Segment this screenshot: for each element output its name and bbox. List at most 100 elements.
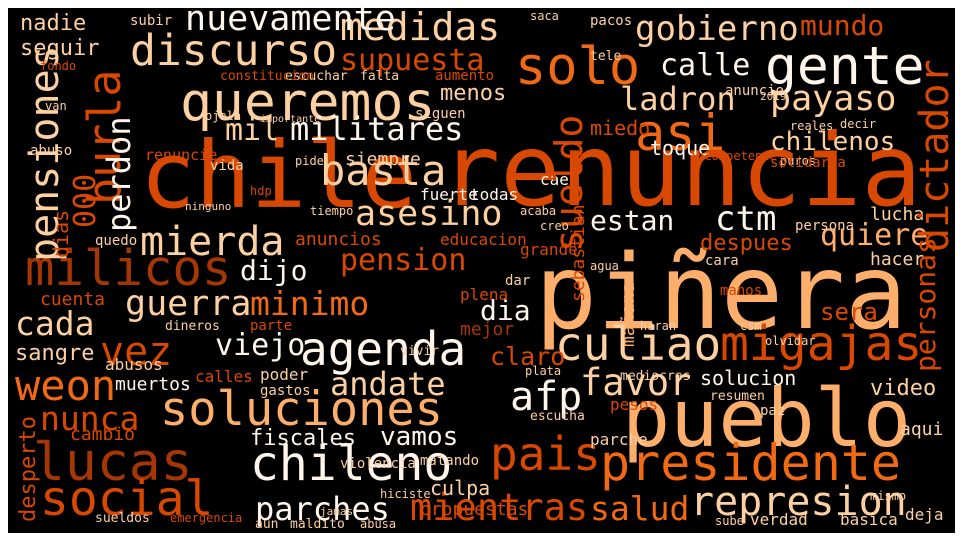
word: ninguno bbox=[185, 200, 231, 213]
word: queremos bbox=[180, 72, 435, 133]
word: abusa bbox=[360, 517, 396, 531]
word: tiempo bbox=[310, 204, 353, 218]
word: persona bbox=[795, 218, 854, 234]
word: parches bbox=[255, 490, 390, 528]
word: renuncie bbox=[145, 146, 217, 164]
background bbox=[8, 8, 955, 533]
word: nadie bbox=[20, 11, 86, 36]
word: aqui bbox=[900, 419, 943, 440]
word: nunca bbox=[40, 399, 139, 438]
word: andate bbox=[330, 365, 446, 403]
word: milicos bbox=[25, 240, 232, 297]
word: van bbox=[45, 99, 67, 113]
word: pesos bbox=[610, 395, 658, 414]
word: medidas bbox=[340, 5, 500, 49]
word: paz bbox=[760, 403, 785, 419]
word: dijo bbox=[240, 254, 307, 287]
word: seguir bbox=[20, 36, 99, 61]
word: militares bbox=[290, 110, 463, 148]
word: piñera bbox=[535, 233, 907, 353]
word: perdon bbox=[100, 116, 138, 232]
word: abusos bbox=[105, 355, 163, 374]
word: solidaria bbox=[770, 155, 846, 171]
word: culiao bbox=[555, 317, 721, 371]
word: vamos bbox=[380, 422, 458, 452]
word: pacos bbox=[590, 13, 632, 29]
word: migajas bbox=[720, 316, 922, 372]
word: pensiones bbox=[22, 45, 68, 262]
word: mañana bbox=[618, 282, 639, 347]
word: aumento bbox=[435, 68, 494, 84]
word: dia bbox=[480, 294, 531, 327]
word: vivir bbox=[400, 344, 439, 359]
word: asi bbox=[635, 104, 725, 162]
word: social bbox=[40, 471, 213, 527]
word: escuchar bbox=[285, 69, 348, 84]
word: matando bbox=[420, 453, 479, 469]
word: menos bbox=[440, 81, 506, 106]
word: mundo bbox=[800, 9, 884, 42]
word: desperto bbox=[16, 416, 41, 522]
word: dias bbox=[49, 210, 73, 258]
word: quedo bbox=[95, 233, 137, 249]
word: toque bbox=[650, 136, 710, 160]
word: gastos bbox=[260, 383, 311, 399]
word: gente bbox=[765, 36, 925, 97]
word: asesino bbox=[355, 194, 503, 234]
word: video bbox=[870, 376, 936, 401]
word: quiere bbox=[820, 218, 928, 253]
word: fondo bbox=[40, 59, 76, 73]
word: hdp bbox=[250, 184, 272, 198]
word: falta bbox=[360, 69, 399, 84]
word: mismo bbox=[870, 489, 906, 503]
word: guerra bbox=[125, 284, 251, 324]
word: jamas bbox=[320, 505, 353, 518]
word: burla bbox=[78, 70, 131, 205]
word: culpa bbox=[430, 476, 490, 500]
word: nuevamente bbox=[185, 0, 396, 39]
word: sera bbox=[820, 298, 878, 326]
word: basica bbox=[840, 510, 898, 529]
word: ladron bbox=[620, 80, 736, 118]
word: sueldos bbox=[95, 511, 150, 526]
word: miedo bbox=[590, 116, 650, 140]
word: personas bbox=[909, 237, 942, 372]
word: discurso bbox=[130, 26, 337, 76]
word: basta bbox=[320, 146, 446, 195]
word: propuestas bbox=[420, 499, 528, 520]
word: mejor bbox=[460, 319, 514, 340]
word: mil bbox=[225, 113, 279, 148]
word: siguen bbox=[415, 106, 466, 122]
word: mientras bbox=[410, 486, 588, 529]
word: favor bbox=[580, 361, 691, 404]
word: dineros bbox=[165, 319, 220, 334]
word: lucha bbox=[870, 204, 924, 225]
word: solo bbox=[515, 37, 640, 97]
word: cara bbox=[705, 253, 739, 269]
word: sueldo bbox=[547, 115, 591, 252]
word: emergencia bbox=[170, 511, 242, 525]
word: saca bbox=[530, 9, 559, 23]
word: afp bbox=[510, 374, 582, 420]
word: acaba bbox=[520, 204, 556, 218]
word: fiscales bbox=[250, 426, 356, 451]
word: cada bbox=[15, 304, 94, 343]
word: grande bbox=[520, 240, 578, 259]
word: anuncio bbox=[725, 83, 784, 99]
word: vida bbox=[210, 158, 244, 174]
word: plata bbox=[525, 364, 561, 378]
word: parche bbox=[590, 430, 648, 449]
word: sube bbox=[715, 514, 744, 528]
word: presidente bbox=[600, 434, 901, 492]
word: olvidar bbox=[765, 334, 816, 348]
word: incompetente bbox=[690, 149, 777, 163]
word: constitucion bbox=[220, 69, 314, 84]
word: csm bbox=[740, 319, 762, 333]
word: pueblo bbox=[622, 372, 911, 465]
word: tele bbox=[590, 49, 621, 64]
word: abuso bbox=[30, 143, 72, 159]
word: haran bbox=[640, 319, 676, 333]
word: 000 bbox=[68, 174, 103, 228]
